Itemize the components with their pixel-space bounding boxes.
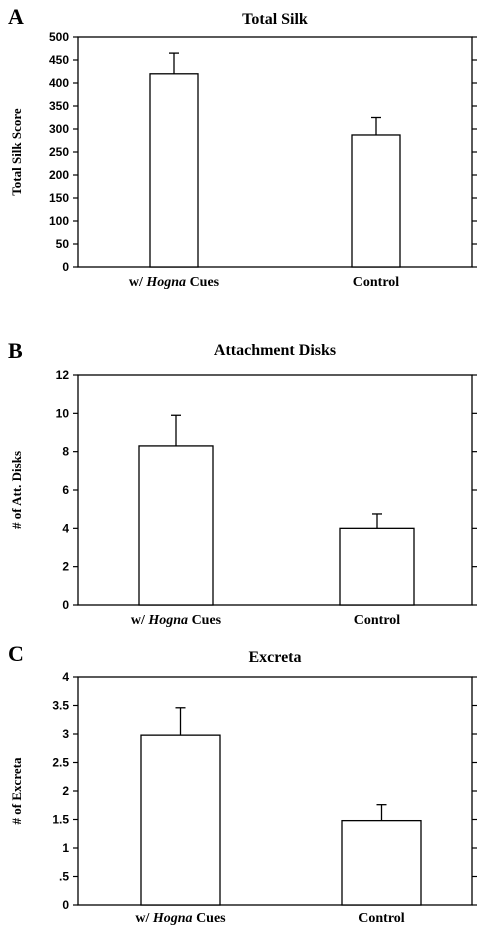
y-tick-label: 100 [49,214,69,228]
y-tick-label: 1 [62,841,69,855]
y-tick-label: 1.5 [52,813,69,827]
y-tick-label: 0 [62,598,69,612]
chart-title: Excreta [248,649,301,666]
y-tick-label: 150 [49,191,69,205]
y-tick-label: 0 [62,260,69,274]
bar [140,734,221,906]
panel-letter: A [8,4,24,29]
bar [138,445,214,606]
x-tick-label: w/ Hogna Cues [129,275,220,290]
x-tick-label: Control [354,613,401,628]
y-tick-label: 450 [49,53,69,67]
y-tick-label: 8 [62,445,69,459]
y-tick-label: 250 [49,145,69,159]
y-axis-label: # of Excreta [9,757,24,824]
y-axis-label: Total Silk Score [9,108,24,196]
plot-frame [77,36,473,268]
panel-letter: B [8,338,23,363]
y-tick-label: 2 [62,784,69,798]
y-tick-label: 4 [62,670,69,684]
y-tick-label: 3.5 [52,699,69,713]
y-tick-label: 50 [56,237,70,251]
y-tick-label: 2.5 [52,756,69,770]
x-tick-label: w/ Hogna Cues [135,911,226,925]
y-tick-label: 350 [49,99,69,113]
chart-title: Attachment Disks [214,342,336,359]
y-tick-label: 3 [62,727,69,741]
y-tick-label: .5 [59,870,69,884]
bar [149,73,199,268]
bar [351,134,401,268]
y-tick-label: 500 [49,30,69,44]
y-tick-label: 6 [62,483,69,497]
y-tick-label: 2 [62,560,69,574]
y-tick-label: 0 [62,898,69,912]
panel-letter: C [8,641,24,666]
y-axis-label: # of Att. Disks [9,451,24,529]
y-tick-label: 10 [56,406,70,420]
chart-panel-a: A Total Silk Total Silk Score 0 50 100 150 200 2… [8,4,477,290]
bar [339,527,415,606]
y-tick-label: 12 [56,368,70,382]
chart-panel-b: B Attachment Disks # of Att. Disks 0 2 4 6 8 10 1… [8,338,477,628]
x-tick-label: Control [353,275,400,290]
chart-title: Total Silk [242,11,308,28]
y-tick-label: 300 [49,122,69,136]
x-tick-label: Control [358,911,405,925]
y-tick-label: 400 [49,76,69,90]
y-tick-label: 200 [49,168,69,182]
x-tick-label: w/ Hogna Cues [131,613,222,628]
chart-panel-c: C Excreta # of Excreta 0 .5 1 1.5 2 2.5 3 3.5 4 w/ H… [8,641,477,925]
y-tick-label: 4 [62,521,69,535]
bar [341,819,422,906]
